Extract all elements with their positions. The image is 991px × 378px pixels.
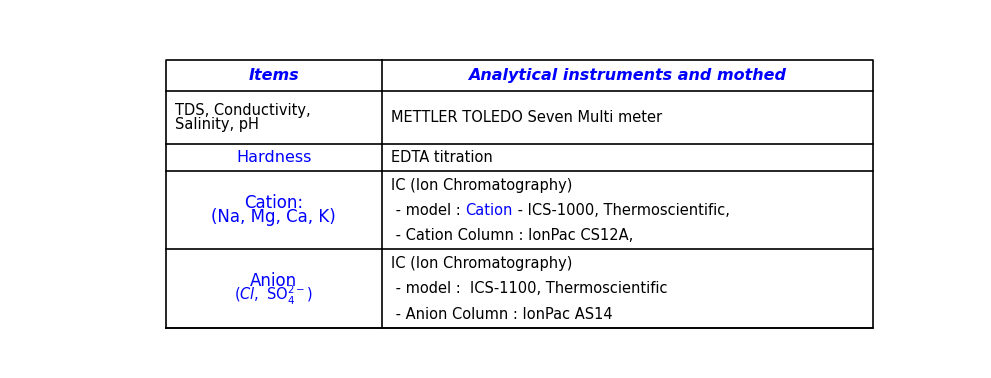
Text: IC (Ion Chromatography): IC (Ion Chromatography) bbox=[390, 178, 572, 193]
Text: (Na, Mg, Ca, K): (Na, Mg, Ca, K) bbox=[211, 208, 336, 226]
Text: - Anion Column : IonPac AS14: - Anion Column : IonPac AS14 bbox=[390, 307, 612, 322]
Text: Items: Items bbox=[249, 68, 299, 83]
Text: - Cation Column : IonPac CS12A,: - Cation Column : IonPac CS12A, bbox=[390, 228, 633, 243]
Text: - model :: - model : bbox=[390, 203, 465, 218]
Text: - ICS-1000, Thermoscientific,: - ICS-1000, Thermoscientific, bbox=[512, 203, 729, 218]
Text: Salinity, pH: Salinity, pH bbox=[175, 117, 260, 132]
Text: Hardness: Hardness bbox=[236, 150, 311, 165]
Text: TDS, Conductivity,: TDS, Conductivity, bbox=[175, 103, 311, 118]
Text: Cation: Cation bbox=[465, 203, 512, 218]
Text: EDTA titration: EDTA titration bbox=[390, 150, 493, 165]
Text: - model :  ICS-1100, Thermoscientific: - model : ICS-1100, Thermoscientific bbox=[390, 282, 667, 296]
Text: $(Cl,\ \mathrm{SO}_4^{2-})$: $(Cl,\ \mathrm{SO}_4^{2-})$ bbox=[234, 284, 313, 307]
Text: IC (Ion Chromatography): IC (Ion Chromatography) bbox=[390, 256, 572, 271]
Text: Analytical instruments and mothed: Analytical instruments and mothed bbox=[468, 68, 786, 83]
Text: METTLER TOLEDO Seven Multi meter: METTLER TOLEDO Seven Multi meter bbox=[390, 110, 662, 125]
Text: Cation:: Cation: bbox=[245, 194, 303, 212]
Text: Anion: Anion bbox=[251, 273, 297, 290]
